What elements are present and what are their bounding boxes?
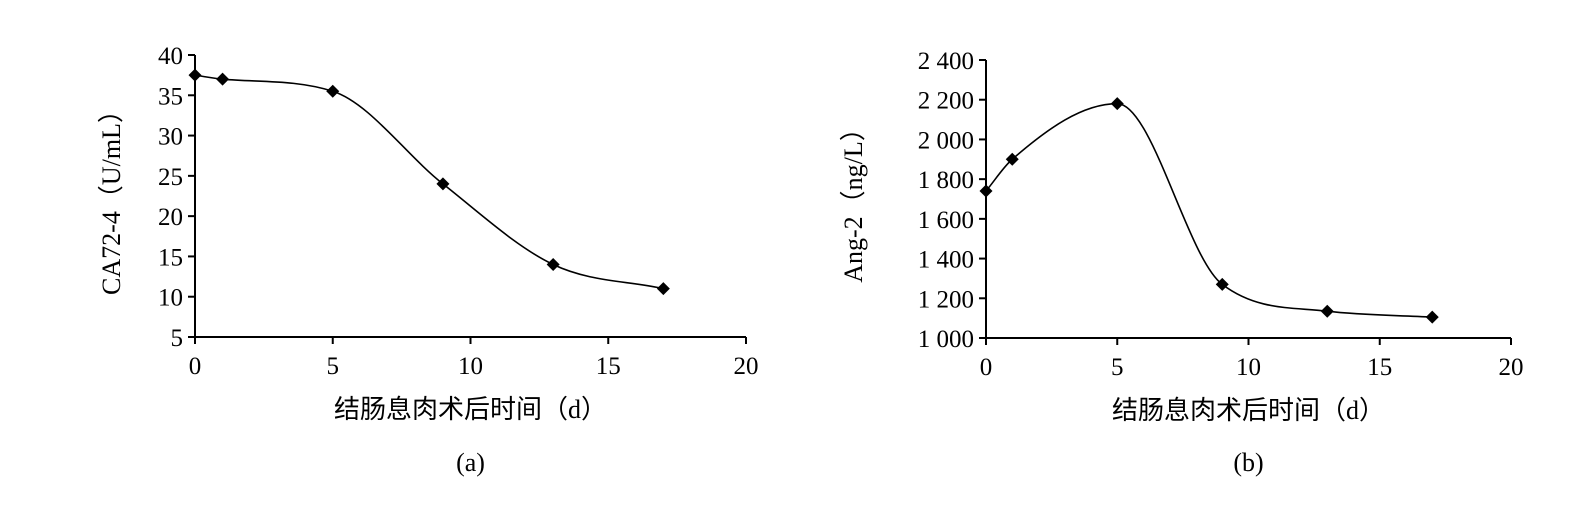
x-tick-label: 10 xyxy=(1236,354,1261,381)
data-point-marker xyxy=(979,184,993,198)
x-tick-label: 5 xyxy=(1111,354,1124,381)
x-tick-label: 15 xyxy=(1367,354,1392,381)
chart-b-svg: 0 5 10 15 20 1 000 1 200 1 400 1 600 1 800 2 000 2 … xyxy=(839,48,1524,477)
y-tick-label: 2 400 xyxy=(918,48,974,75)
chart-a: 0 5 10 15 20 5 10 15 20 25 30 35 40 结肠息肉术后时间（d） CA72-4… xyxy=(0,0,790,511)
data-point-marker xyxy=(326,84,340,98)
data-point-marker xyxy=(1215,277,1229,291)
series-line xyxy=(194,74,664,290)
data-point-marker xyxy=(188,68,202,82)
data-point-marker xyxy=(1425,310,1439,324)
y-tick-label: 40 xyxy=(158,43,183,70)
panel-label: (b) xyxy=(1233,448,1263,477)
y-tick-label: 1 200 xyxy=(918,286,974,313)
x-tick-label: 15 xyxy=(596,353,621,380)
y-tick-label: 25 xyxy=(158,164,183,191)
data-point-marker xyxy=(1320,304,1334,318)
y-axis-title: CA72-4（U/mL） xyxy=(97,97,126,295)
data-point-marker xyxy=(216,72,230,86)
x-tick-label: 10 xyxy=(458,353,483,380)
x-tick-label: 20 xyxy=(1499,354,1524,381)
x-tick-label: 5 xyxy=(327,353,340,380)
panel-label: (a) xyxy=(456,448,485,477)
data-point-marker xyxy=(1005,152,1019,166)
chart-b: 0 5 10 15 20 1 000 1 200 1 400 1 600 1 800 2 000 2 … xyxy=(790,0,1590,511)
y-tick-label: 2 200 xyxy=(918,88,974,115)
y-tick-label: 30 xyxy=(158,124,183,151)
y-axis-title: Ang-2（ng/L） xyxy=(839,115,868,283)
y-tick-label: 15 xyxy=(158,244,183,271)
y-tick-label: 1 000 xyxy=(918,326,974,353)
y-tick-label: 2 000 xyxy=(918,127,974,154)
x-axis-title: 结肠息肉术后时间（d） xyxy=(334,395,607,424)
data-point-marker xyxy=(1110,97,1124,111)
x-axis-title: 结肠息肉术后时间（d） xyxy=(1112,396,1385,425)
y-tick-label: 10 xyxy=(158,285,183,312)
x-tick-label: 0 xyxy=(980,354,993,381)
y-tick-label: 35 xyxy=(158,83,183,110)
x-tick-label: 20 xyxy=(734,353,759,380)
y-tick-label: 1 400 xyxy=(918,247,974,274)
y-tick-label: 20 xyxy=(158,204,183,231)
data-point-marker xyxy=(656,282,670,296)
x-tick-label: 0 xyxy=(189,353,202,380)
y-tick-label: 5 xyxy=(171,325,184,352)
y-tick-label: 1 600 xyxy=(918,207,974,234)
series-line xyxy=(985,102,1433,318)
data-point-marker xyxy=(436,177,450,191)
data-point-marker xyxy=(546,257,560,271)
y-tick-label: 1 800 xyxy=(918,167,974,194)
chart-a-svg: 0 5 10 15 20510152025303540结肠息肉术后时间（d）CA72-4… xyxy=(97,43,759,477)
